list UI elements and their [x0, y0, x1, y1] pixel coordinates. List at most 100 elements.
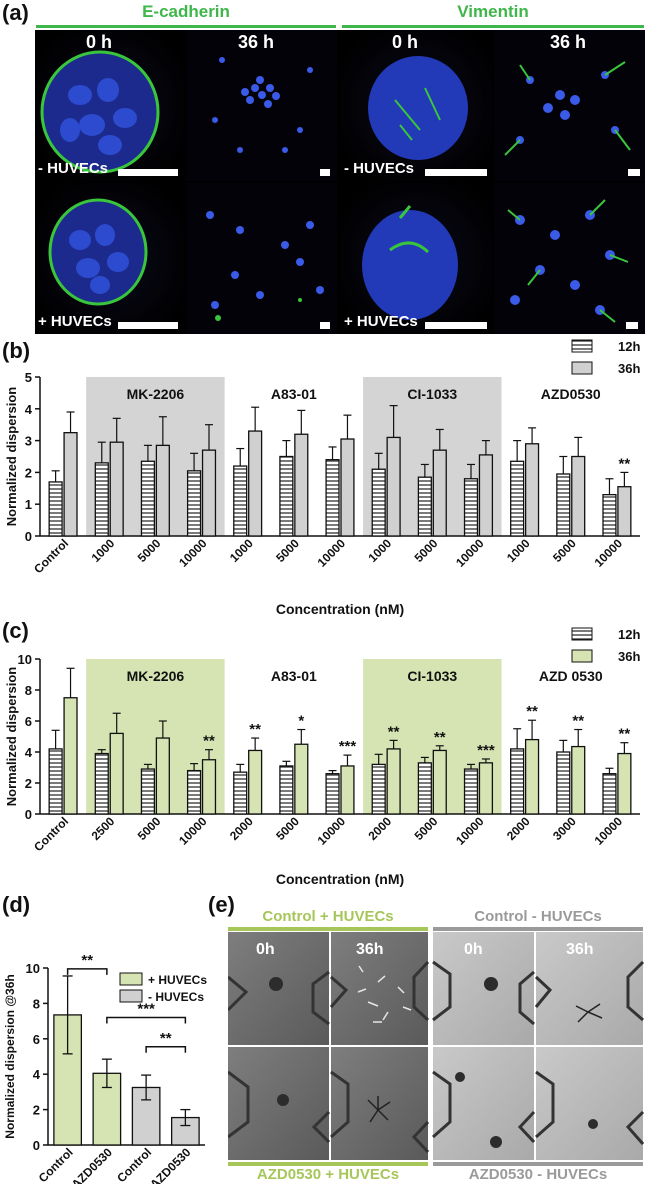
y-tick-label: 5 [25, 370, 32, 385]
bar-12h [279, 455, 294, 537]
significance-marker: ** [81, 952, 93, 969]
condition-plus-vim: + HUVECs [344, 313, 418, 330]
x-tick-label: 10000 [315, 814, 349, 848]
group-label: A83-01 [271, 668, 317, 684]
e-time-36h-right: 36h [566, 941, 594, 958]
x-tick-label: 1000 [89, 536, 118, 565]
bar-12h [186, 769, 202, 815]
bar-36h [248, 749, 263, 815]
bar-36h [386, 436, 401, 537]
bar-36h [201, 759, 217, 815]
y-tick-label: 6 [33, 1032, 40, 1047]
condition-plus-ecad: + HUVECs [38, 313, 112, 330]
group-shade-0 [86, 659, 225, 814]
bar-12h [140, 768, 156, 815]
bar-12h [140, 460, 156, 537]
header-vimentin: Vimentin [457, 2, 529, 21]
panel-b-label: (b) [2, 338, 31, 363]
x-tick-label: 10000 [176, 536, 210, 570]
tile-vim-36h-minus [494, 30, 645, 181]
bar-36h [63, 697, 78, 815]
bar-36h [109, 732, 124, 815]
legend-swatch-12h [571, 627, 593, 641]
panel-a-label: (a) [2, 0, 29, 25]
bar-36h [155, 444, 170, 537]
bar-36h [201, 449, 217, 537]
significance-marker: ** [203, 733, 215, 750]
x-tick-label: 5000 [135, 536, 164, 565]
x-axis-title: Concentration (nM) [276, 871, 404, 887]
x-tick-label: 3000 [550, 814, 579, 843]
significance-bracket [66, 968, 108, 975]
group-label: A83-01 [271, 386, 317, 402]
bar-36h [294, 743, 309, 815]
bar-12h [556, 751, 571, 815]
x-tick-label: AZD0530 [69, 1145, 115, 1184]
x-tick-label: 5000 [273, 814, 302, 843]
micrograph-overlay [36, 30, 645, 334]
tile-ecad-36h-plus [186, 183, 337, 334]
bar-12h [233, 771, 248, 815]
scale-bar [626, 322, 638, 329]
tile-vim-36h-plus [494, 183, 645, 334]
y-tick-label: 0 [33, 1138, 40, 1153]
y-axis-title: Normalized dispersion @36h [3, 974, 17, 1138]
x-tick-label: 2500 [89, 814, 118, 843]
spheroid-ecad-minus [40, 50, 160, 174]
bar-36h [478, 762, 494, 815]
bf-ctrl-minus-36h [536, 932, 643, 1045]
x-tick-label: Control [31, 536, 71, 576]
panel-d-label: (d) [2, 892, 31, 917]
bar-12h [371, 763, 386, 815]
time-label-ecad-0h: 0 h [86, 32, 113, 52]
e-title-azd-plus: AZD0530 + HUVECs [256, 1166, 400, 1183]
group-label: AZD 0530 [539, 668, 603, 684]
y-tick-label: 8 [25, 683, 32, 698]
group-shade-2 [363, 377, 502, 536]
bar [170, 1116, 200, 1146]
header-ecadherin: E-cadherin [142, 2, 230, 21]
bar-36h [432, 749, 447, 815]
bf-azd-plus-36h [331, 1047, 428, 1160]
e-line-bottom-gray [433, 1162, 643, 1166]
e-title-control-plus: Control + HUVECs [262, 908, 394, 925]
significance-marker: ** [526, 703, 538, 720]
group-shade-2 [363, 659, 502, 814]
y-tick-label: 4 [33, 1067, 41, 1082]
bar-12h [371, 468, 386, 537]
bar-12h [463, 768, 479, 815]
y-tick-label: 4 [25, 402, 33, 417]
scale-bar [118, 322, 178, 329]
bar-12h [510, 748, 525, 815]
e-title-control-minus: Control - HUVECs [474, 908, 602, 925]
scale-bar [320, 169, 330, 176]
spheroid-vim-plus [362, 210, 458, 320]
time-label-vim-0h: 0 h [392, 32, 419, 52]
y-tick-label: 10 [26, 961, 40, 976]
bar-36h [340, 438, 355, 537]
spheroid-ecad-plus [48, 198, 148, 306]
group-label: CI-1033 [407, 386, 457, 402]
significance-marker: ** [619, 726, 631, 743]
bar-36h [340, 765, 355, 815]
x-tick-label: 10000 [453, 536, 487, 570]
x-tick-label: 5000 [273, 536, 302, 565]
significance-marker: ** [434, 729, 446, 746]
bar-12h [417, 762, 432, 815]
y-tick-label: 2 [33, 1103, 40, 1118]
y-tick-label: 1 [25, 497, 32, 512]
x-tick-label: 5000 [550, 536, 579, 565]
e-title-azd-minus: AZD0530 - HUVECs [468, 1166, 608, 1183]
bar-36h [571, 455, 586, 537]
legend-swatch-36h [571, 361, 593, 375]
scale-bar [425, 322, 487, 329]
legend-swatch-12h [571, 339, 593, 353]
significance-bracket [145, 1046, 187, 1053]
panel-e-label: (e) [208, 892, 235, 917]
scale-bar [425, 169, 487, 176]
bar-12h [233, 465, 248, 537]
y-tick-label: 0 [25, 529, 32, 544]
x-tick-label: Control [114, 1145, 154, 1184]
bar-36h [63, 432, 78, 537]
x-tick-label: 2000 [365, 814, 394, 843]
